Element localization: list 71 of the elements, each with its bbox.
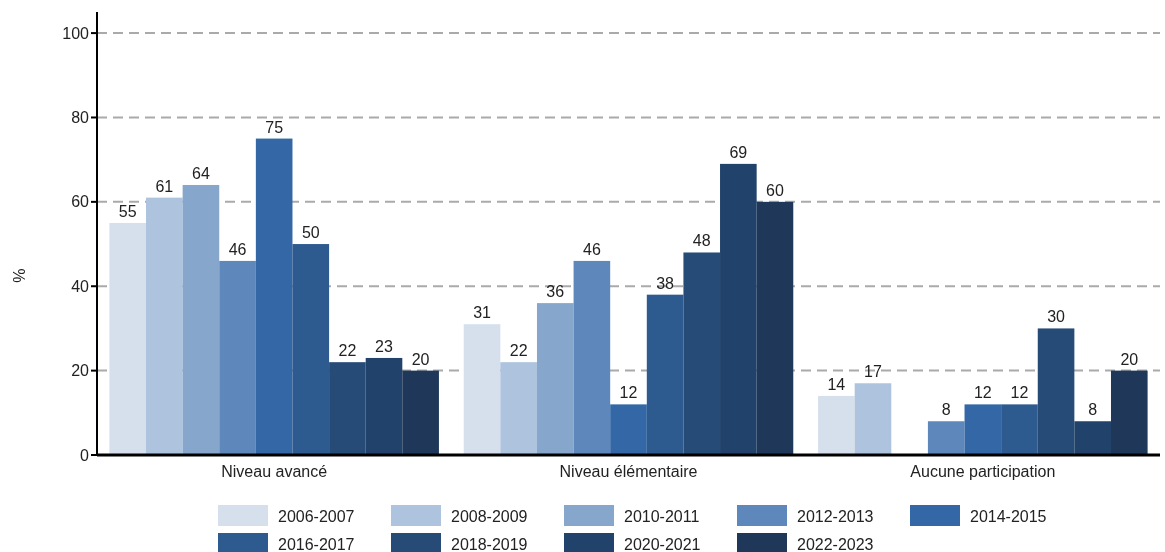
- data-label: 75: [265, 118, 284, 136]
- data-label: 12: [1010, 384, 1029, 402]
- legend-label: 2016-2017: [278, 535, 355, 552]
- y-tick-label: 40: [71, 277, 90, 295]
- bar: [329, 362, 366, 455]
- bar: [500, 362, 537, 455]
- data-label: 23: [375, 337, 394, 355]
- y-tick-label: 20: [71, 362, 90, 380]
- bar: [646, 294, 684, 455]
- legend-label: 2008-2009: [451, 507, 528, 525]
- legend-label: 2012-2013: [797, 507, 874, 525]
- x-tick-label: Aucune participation: [910, 463, 1056, 480]
- bar: [146, 197, 183, 455]
- bar: [927, 421, 965, 455]
- data-label: 22: [338, 342, 357, 360]
- bar: [536, 303, 574, 455]
- data-label: 48: [692, 232, 711, 250]
- data-label: 12: [973, 384, 992, 402]
- bar: [255, 138, 293, 455]
- bar: [573, 260, 611, 455]
- bar: [854, 383, 892, 455]
- legend-label: 2014-2015: [970, 507, 1047, 525]
- data-label: 22: [509, 342, 528, 360]
- bar: [1001, 404, 1038, 455]
- bar: [402, 370, 439, 455]
- legend-label: 2022-2023: [797, 535, 874, 552]
- data-label: 20: [1120, 350, 1139, 368]
- data-label: 30: [1047, 308, 1066, 326]
- bar: [818, 395, 855, 455]
- x-tick-label: Niveau élémentaire: [559, 463, 698, 480]
- legend-label: 2020-2021: [624, 535, 701, 552]
- bar: [109, 222, 147, 455]
- legend-label: 2018-2019: [451, 535, 528, 552]
- legend-label: 2010-2011: [624, 507, 700, 525]
- data-label: 46: [228, 240, 247, 258]
- y-axis-title: %: [11, 268, 28, 283]
- data-label: 20: [411, 350, 430, 368]
- bar: [964, 404, 1002, 455]
- bar: [365, 357, 403, 455]
- bar: [219, 260, 256, 455]
- bar: [463, 324, 501, 455]
- bar: [182, 184, 220, 455]
- y-tick-label: 60: [71, 193, 90, 211]
- bar: [1074, 421, 1111, 455]
- data-label: 36: [546, 283, 565, 301]
- y-tick-label: 0: [80, 446, 90, 464]
- data-label: 8: [941, 401, 951, 419]
- data-label: 61: [155, 177, 174, 195]
- bar: [720, 163, 757, 455]
- data-label: 69: [729, 143, 748, 161]
- bar: [683, 252, 721, 455]
- bar: [756, 201, 794, 455]
- data-label: 50: [301, 224, 320, 242]
- data-label: 14: [827, 375, 846, 393]
- data-label: 12: [619, 384, 638, 402]
- data-label: 17: [864, 363, 882, 381]
- bar: [1110, 370, 1148, 455]
- y-tick-label: 100: [62, 24, 90, 42]
- y-tick-label: 80: [71, 109, 90, 127]
- data-label: 64: [192, 164, 210, 182]
- bar: [292, 244, 330, 455]
- legend-label: 2006-2007: [278, 507, 355, 525]
- bar: [610, 404, 647, 455]
- bar: [1037, 328, 1075, 455]
- data-label: 55: [118, 202, 137, 220]
- data-label: 46: [582, 240, 601, 258]
- data-label: 8: [1088, 401, 1098, 419]
- data-label: 60: [766, 181, 784, 199]
- x-tick-label: Niveau avancé: [221, 463, 328, 480]
- data-label: 38: [656, 274, 675, 292]
- data-label: 31: [473, 304, 492, 322]
